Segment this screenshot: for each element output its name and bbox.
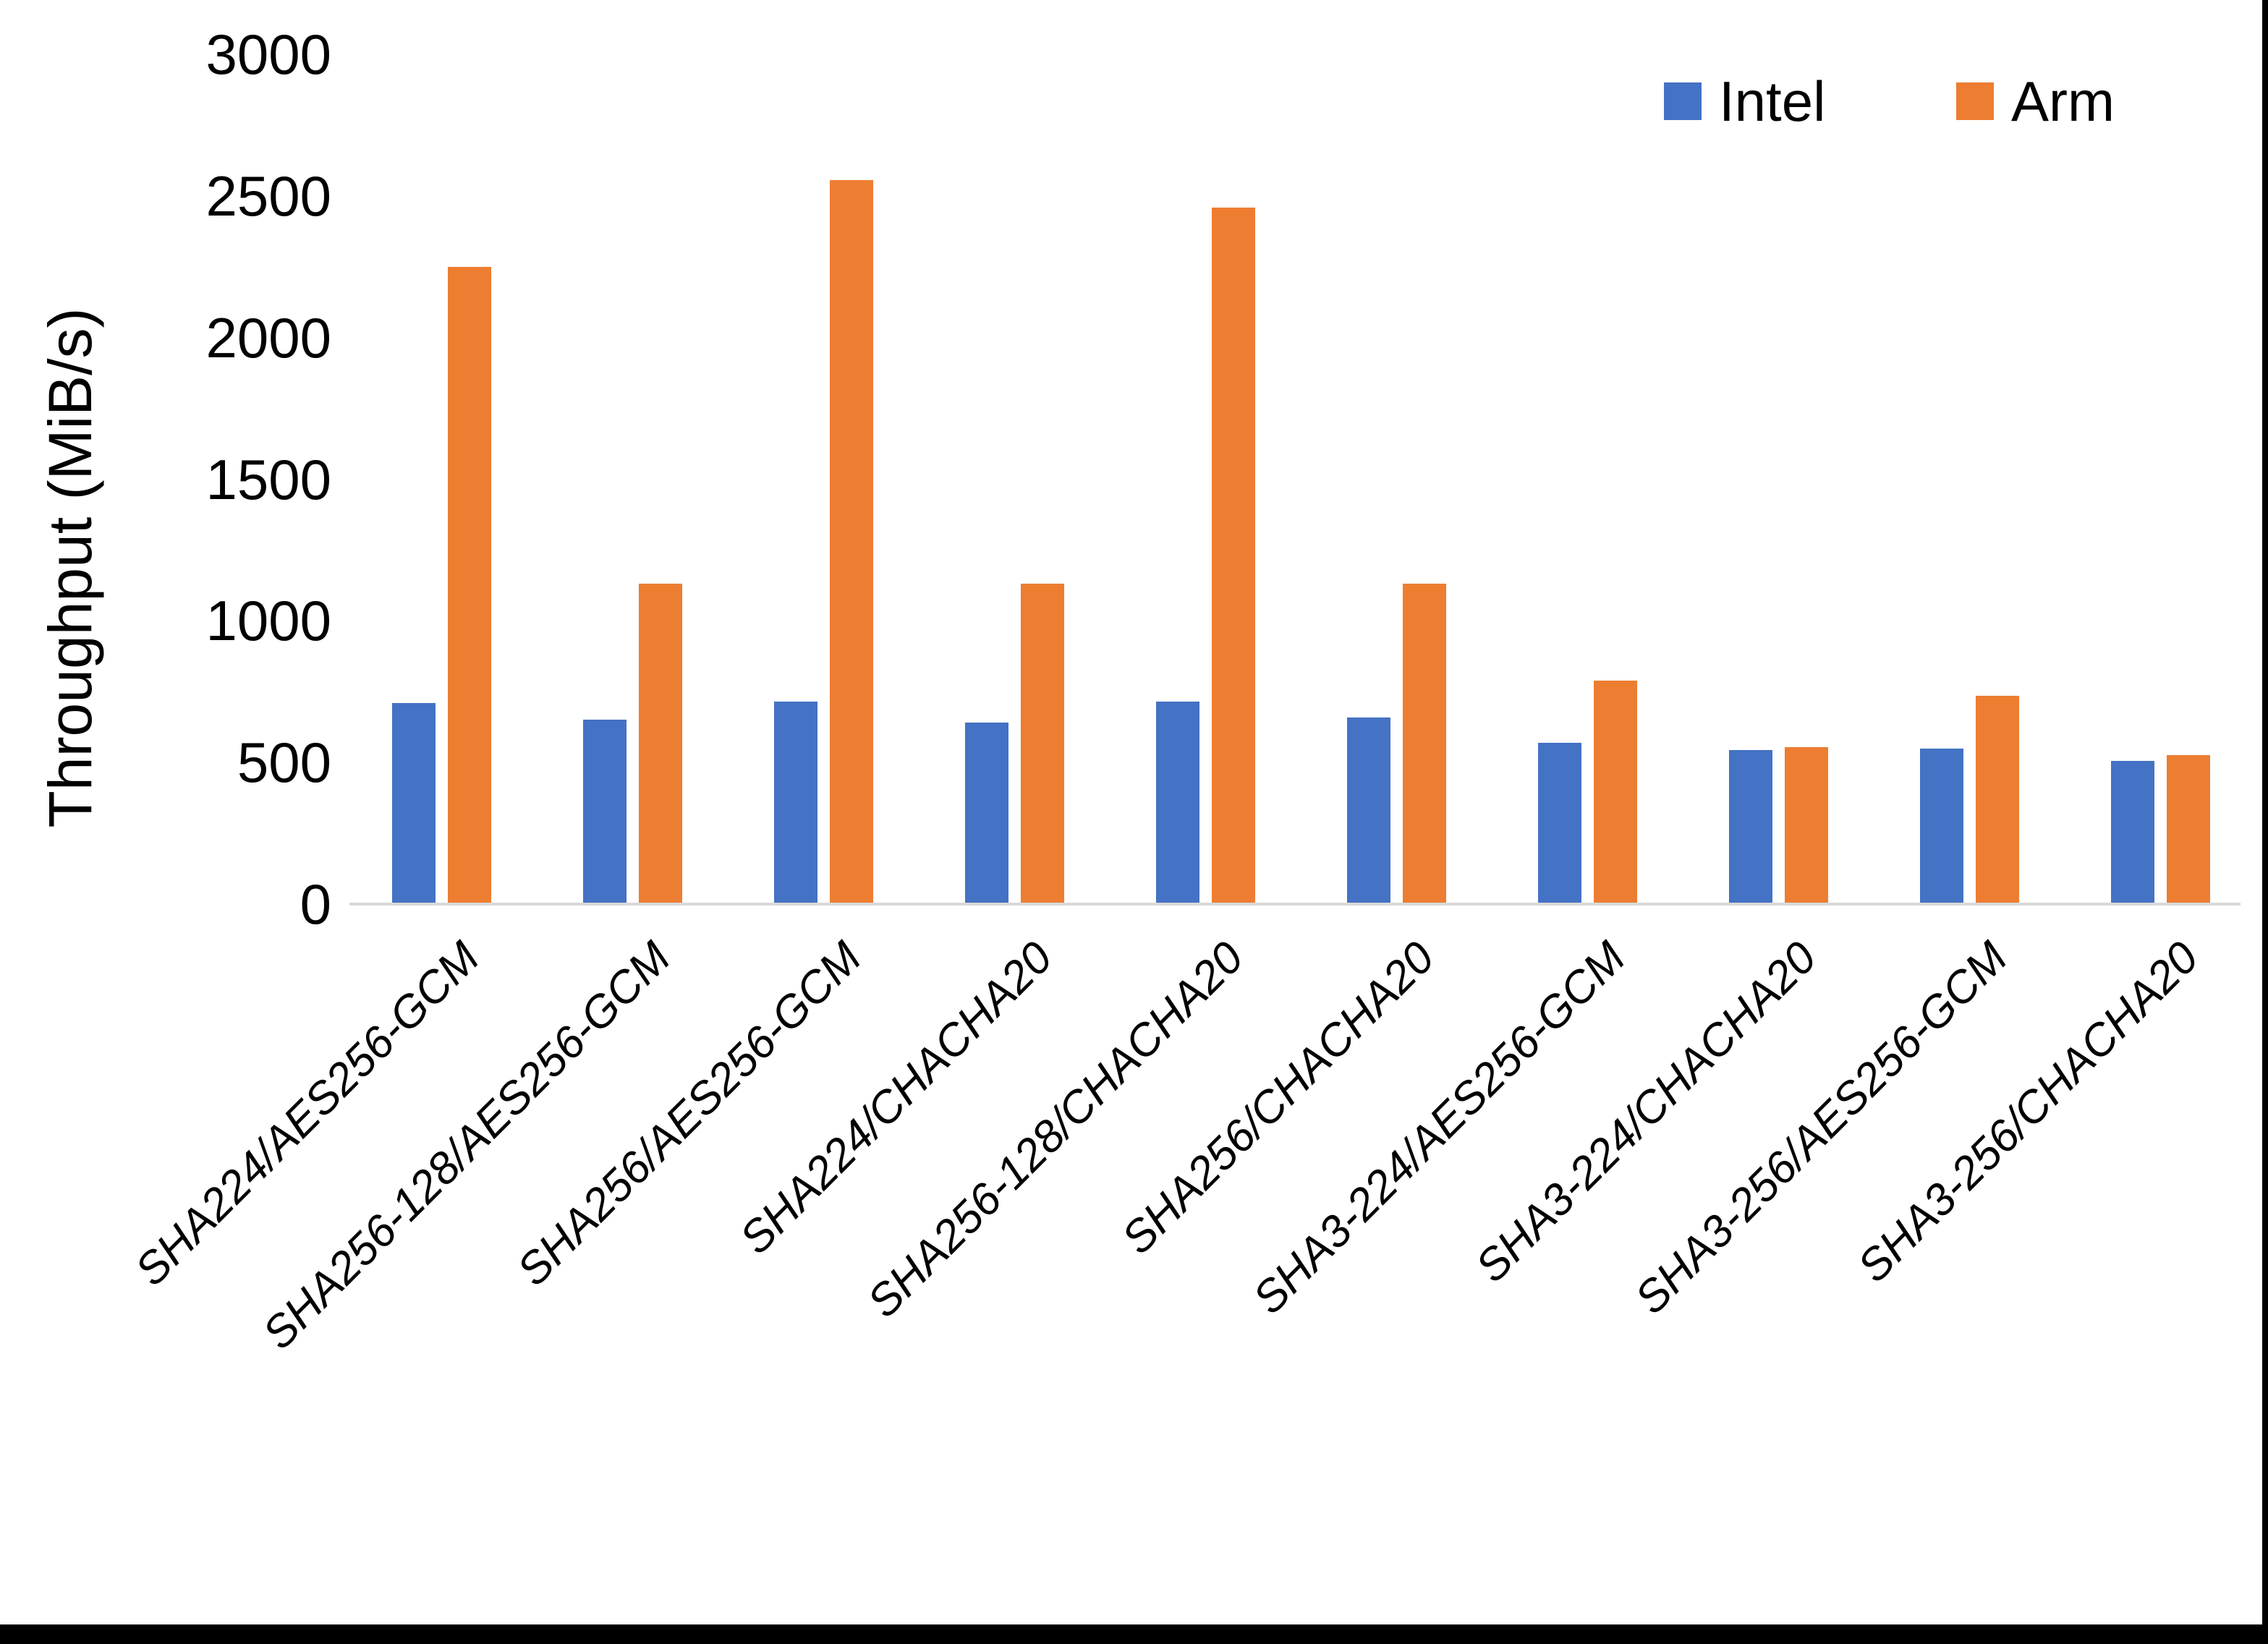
x-category-label-5: SHA256/CHACHA20 — [1112, 932, 1444, 1264]
y-tick-3000: 3000 — [205, 22, 331, 86]
y-tick-1500: 1500 — [205, 447, 331, 511]
bar-arm-5 — [1403, 584, 1446, 904]
bar-intel-8 — [1920, 748, 1963, 904]
screenshot-right-border — [2262, 0, 2268, 1644]
bar-arm-8 — [1976, 696, 2019, 904]
x-category-label-8: SHA3-256/AES256-GCM — [1625, 932, 2017, 1324]
y-tick-2000: 2000 — [205, 305, 331, 370]
bar-intel-9 — [2111, 761, 2154, 904]
x-category-label-2: SHA256/AES256-GCM — [507, 932, 871, 1296]
x-category-label-0: SHA224/AES256-GCM — [125, 932, 489, 1296]
bar-intel-5 — [1347, 717, 1390, 904]
bar-intel-0 — [392, 702, 436, 904]
bar-intel-2 — [774, 701, 817, 904]
screenshot-bottom-border — [0, 1624, 2268, 1644]
bar-arm-4 — [1212, 207, 1255, 904]
bar-intel-6 — [1538, 742, 1581, 904]
bar-intel-4 — [1156, 701, 1199, 904]
bar-arm-6 — [1594, 680, 1637, 904]
x-category-label-4: SHA256-128/CHACHA20 — [858, 932, 1253, 1328]
x-category-label-3: SHA224/CHACHA20 — [730, 932, 1062, 1264]
legend-swatch-arm — [1956, 82, 1994, 120]
legend-label-intel: Intel — [1719, 69, 1826, 133]
y-tick-2500: 2500 — [205, 163, 331, 228]
y-tick-500: 500 — [237, 731, 331, 795]
bar-arm-0 — [448, 266, 491, 904]
x-axis-line — [349, 903, 2241, 906]
y-tick-1000: 1000 — [205, 589, 331, 653]
legend-item-arm: Arm — [1956, 69, 2115, 133]
legend-swatch-intel — [1664, 82, 1702, 120]
legend-item-intel: Intel — [1664, 69, 1826, 133]
x-category-label-9: SHA3-256/CHACHA20 — [1848, 932, 2208, 1292]
x-category-label-6: SHA3-224/AES256-GCM — [1243, 932, 1635, 1324]
bar-intel-1 — [583, 720, 627, 904]
y-tick-0: 0 — [300, 872, 331, 936]
bar-arm-1 — [639, 584, 682, 904]
x-category-label-7: SHA3-224/CHACHA20 — [1466, 932, 1826, 1292]
bar-intel-7 — [1729, 749, 1772, 904]
bar-arm-9 — [2167, 755, 2210, 904]
bar-arm-3 — [1021, 584, 1064, 904]
bar-arm-7 — [1785, 746, 1828, 904]
bar-intel-3 — [965, 723, 1008, 904]
legend-label-arm: Arm — [2011, 69, 2115, 133]
x-category-label-1: SHA256-128/AES256-GCM — [253, 932, 680, 1359]
bar-arm-2 — [830, 180, 873, 904]
